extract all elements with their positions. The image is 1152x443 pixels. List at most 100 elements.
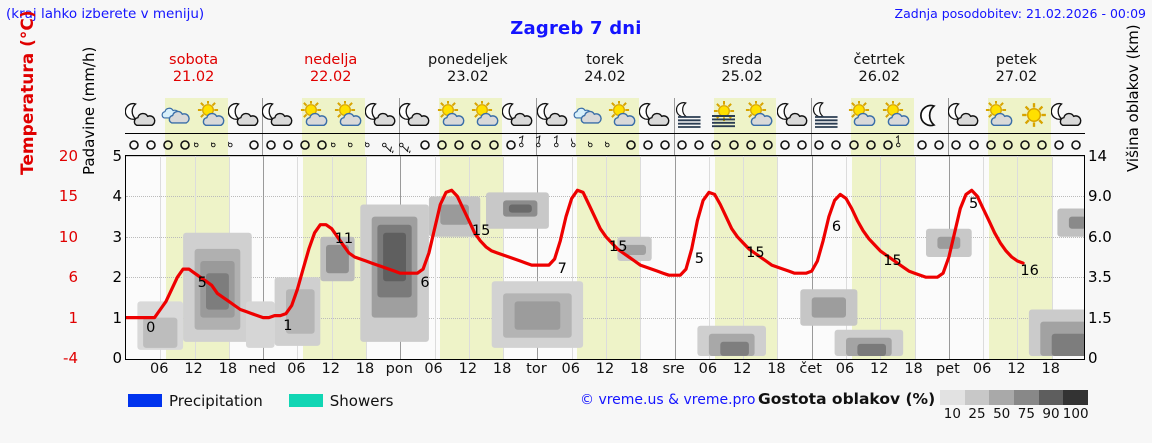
x-tick-hour: 06 xyxy=(287,361,306,377)
day-date: 26.02 xyxy=(858,69,901,85)
wind-calm-icon xyxy=(982,134,999,156)
weather-icon-cell xyxy=(742,98,776,134)
x-tick-hour: 06 xyxy=(150,361,169,377)
day-separator xyxy=(262,98,264,133)
day-separator xyxy=(399,98,401,133)
day-name: sobota xyxy=(169,52,219,68)
weather-icon-cell xyxy=(365,98,399,134)
weather-icon-cell xyxy=(708,98,742,134)
wind-calm-icon xyxy=(862,134,879,156)
wind-barb-icon xyxy=(587,134,605,156)
x-tick-day: sre xyxy=(662,361,685,377)
wind-barb-icon xyxy=(519,134,536,156)
moon-cloud-icon xyxy=(227,101,262,131)
axis-tick-label: 5 xyxy=(112,147,122,165)
copyright-credit[interactable]: © vreme.us & vreme.pro xyxy=(580,392,756,408)
moon-cloud-icon xyxy=(536,101,571,131)
wind-calm-icon xyxy=(434,134,451,156)
sun-cloud-icon xyxy=(331,101,365,131)
wind-calm-icon xyxy=(828,134,845,156)
axis-tick-label: -4 xyxy=(63,349,78,367)
weather-icon-cell xyxy=(262,98,296,134)
day-header-četrtek: četrtek 26.02 xyxy=(811,52,948,86)
sun-icon xyxy=(1017,101,1051,131)
moon-cloud-icon xyxy=(776,101,811,131)
daylight-band xyxy=(576,134,640,155)
wind-calm-icon xyxy=(245,134,262,156)
daylight-band xyxy=(439,134,503,155)
vertical-gridline xyxy=(571,156,573,359)
moon-cloud-icon xyxy=(365,101,399,131)
wind-barb-icon xyxy=(193,134,211,156)
vertical-gridline xyxy=(468,156,470,359)
location-hint: (kraj lahko izberete v meniju) xyxy=(6,6,205,22)
wind-calm-icon xyxy=(639,134,656,156)
axis-tick-label: 6 xyxy=(68,268,78,287)
vertical-gridline xyxy=(503,156,505,359)
cloud-density-tick: 75 xyxy=(1017,406,1035,422)
vertical-gridline xyxy=(263,156,265,359)
temperature-point-label: 1 xyxy=(283,317,293,334)
weather-icon-cell xyxy=(502,98,536,134)
weather-icon-cell xyxy=(194,98,228,134)
moon-cloud-icon xyxy=(262,101,296,131)
cloud-density-swatch xyxy=(1014,390,1039,405)
day-header-torek: torek 24.02 xyxy=(536,52,673,86)
daylight-band xyxy=(851,156,915,359)
cloud-density-swatch xyxy=(964,390,990,405)
wind-barb-icon xyxy=(605,134,622,156)
wind-calm-icon xyxy=(1016,134,1033,156)
precipitation-axis-ticks: 5 4 3 2 1 0 xyxy=(102,147,122,375)
wind-calm-icon xyxy=(914,134,931,156)
day-date: 27.02 xyxy=(995,69,1038,85)
day-date: 24.02 xyxy=(584,69,626,85)
sun-cloud-icon xyxy=(982,101,1016,131)
graph-area: 0 5 1 11 6 15 7 15 5 15 6 15 5 16 xyxy=(125,156,1085,360)
cloud-density-colorbar-labels: 10 25 50 75 90 100 xyxy=(934,406,1094,424)
vertical-gridline xyxy=(1017,156,1019,359)
sun-cloud-icon xyxy=(434,101,468,131)
cloud-density-swatch xyxy=(1063,390,1088,405)
x-axis-tick-labels: 06 12 18 ned 06 12 18 pon 06 12 18 tor 06 12 18 sre 06 12… xyxy=(125,361,1085,381)
x-tick-hour: 18 xyxy=(904,361,923,377)
axis-tick-label: 1.5 xyxy=(1088,308,1112,327)
day-date: 21.02 xyxy=(172,69,215,85)
showers-legend-label: Showers xyxy=(329,391,394,410)
vertical-gridline xyxy=(914,156,916,359)
weather-icon-cell xyxy=(468,98,502,134)
horizontal-gridline xyxy=(126,196,1084,198)
cloud-icon xyxy=(571,101,605,131)
wind-barb-icon xyxy=(553,134,571,156)
cloud-density-tick: 90 xyxy=(1042,406,1060,422)
vertical-gridline xyxy=(537,156,539,359)
day-name: četrtek xyxy=(853,52,906,68)
wind-calm-icon xyxy=(485,134,502,156)
daylight-band xyxy=(165,134,228,155)
cloud-density-heatmap xyxy=(137,192,1084,356)
wind-barb-icon xyxy=(210,134,228,156)
vertical-gridline xyxy=(880,156,882,359)
moon-cloud-icon xyxy=(399,101,433,131)
weather-icon-cell xyxy=(914,98,948,134)
sun-cloud-icon xyxy=(845,101,879,131)
weather-icon-cell xyxy=(605,98,639,134)
day-separator xyxy=(262,134,264,155)
sun-cloud-icon xyxy=(605,101,639,131)
wind-barb-icon xyxy=(570,134,588,156)
temperature-axis-title: Temperatura (°C) xyxy=(18,10,38,175)
cloud-height-axis-ticks: 14 9.0 6.0 3.5 1.5 0 xyxy=(1088,147,1122,375)
wind-calm-icon xyxy=(1051,134,1068,156)
cloud-density-colorbar xyxy=(940,390,1088,405)
temperature-axis-ticks: 20 15 10 6 1 -4 xyxy=(44,147,78,375)
vertical-gridline xyxy=(606,156,607,359)
moon-cloud-icon xyxy=(1050,101,1085,131)
weather-icon-cell xyxy=(639,98,673,134)
sun-cloud-icon xyxy=(468,101,502,131)
cloud-density-tick: 100 xyxy=(1062,406,1089,422)
vertical-gridline xyxy=(708,156,710,359)
temperature-line xyxy=(126,188,1025,320)
wind-calm-icon xyxy=(965,134,982,156)
wind-calm-icon xyxy=(262,134,279,156)
wind-calm-icon xyxy=(691,134,708,156)
x-tick-hour: 06 xyxy=(698,361,718,377)
